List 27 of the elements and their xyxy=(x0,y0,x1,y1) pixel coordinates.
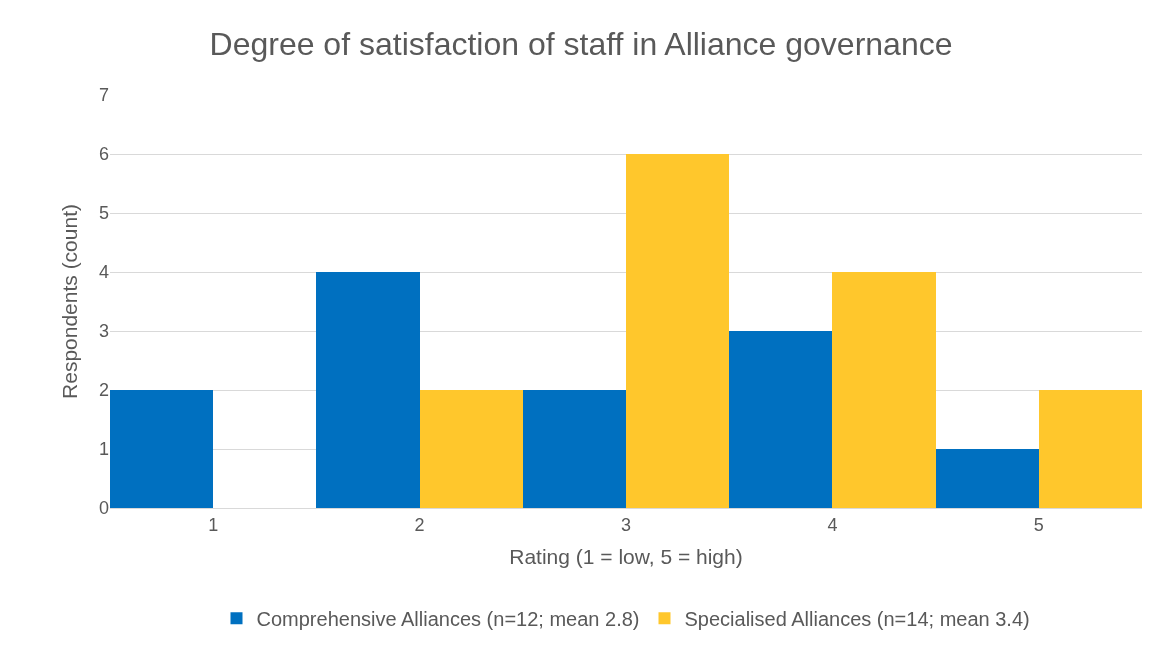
y-tick-label: 6 xyxy=(98,144,109,165)
bar xyxy=(420,390,523,508)
chart-title: Degree of satisfaction of staff in Alliance governance xyxy=(209,26,953,63)
x-tick-label: 1 xyxy=(208,514,219,535)
x-axis-title: Rating (1 = low, 5 = high) xyxy=(509,544,743,568)
x-tick-label: 5 xyxy=(1033,514,1044,535)
bar xyxy=(523,390,626,508)
bar xyxy=(936,449,1039,508)
y-tick-label: 7 xyxy=(98,85,109,106)
x-tick-label: 2 xyxy=(414,514,425,535)
bar xyxy=(110,390,213,508)
y-tick-label: 0 xyxy=(98,498,109,519)
x-tick-label: 4 xyxy=(827,514,838,535)
y-tick-label: 5 xyxy=(98,203,109,224)
bar xyxy=(316,272,420,508)
y-tick-label: 2 xyxy=(98,380,109,401)
bar xyxy=(832,272,936,508)
y-axis-title: Respondents (count) xyxy=(58,204,82,399)
y-tick-label: 3 xyxy=(98,321,109,342)
bar xyxy=(729,331,832,508)
y-tick-label: 1 xyxy=(98,439,109,460)
y-tick-label: 4 xyxy=(98,262,109,283)
bar xyxy=(626,154,729,508)
bar xyxy=(1039,390,1142,508)
legend-label: Specialised Alliances (n=14; mean 3.4) xyxy=(684,608,1030,631)
x-tick-label: 3 xyxy=(620,514,632,535)
legend-label: Comprehensive Alliances (n=12; mean 2.8) xyxy=(256,608,640,631)
